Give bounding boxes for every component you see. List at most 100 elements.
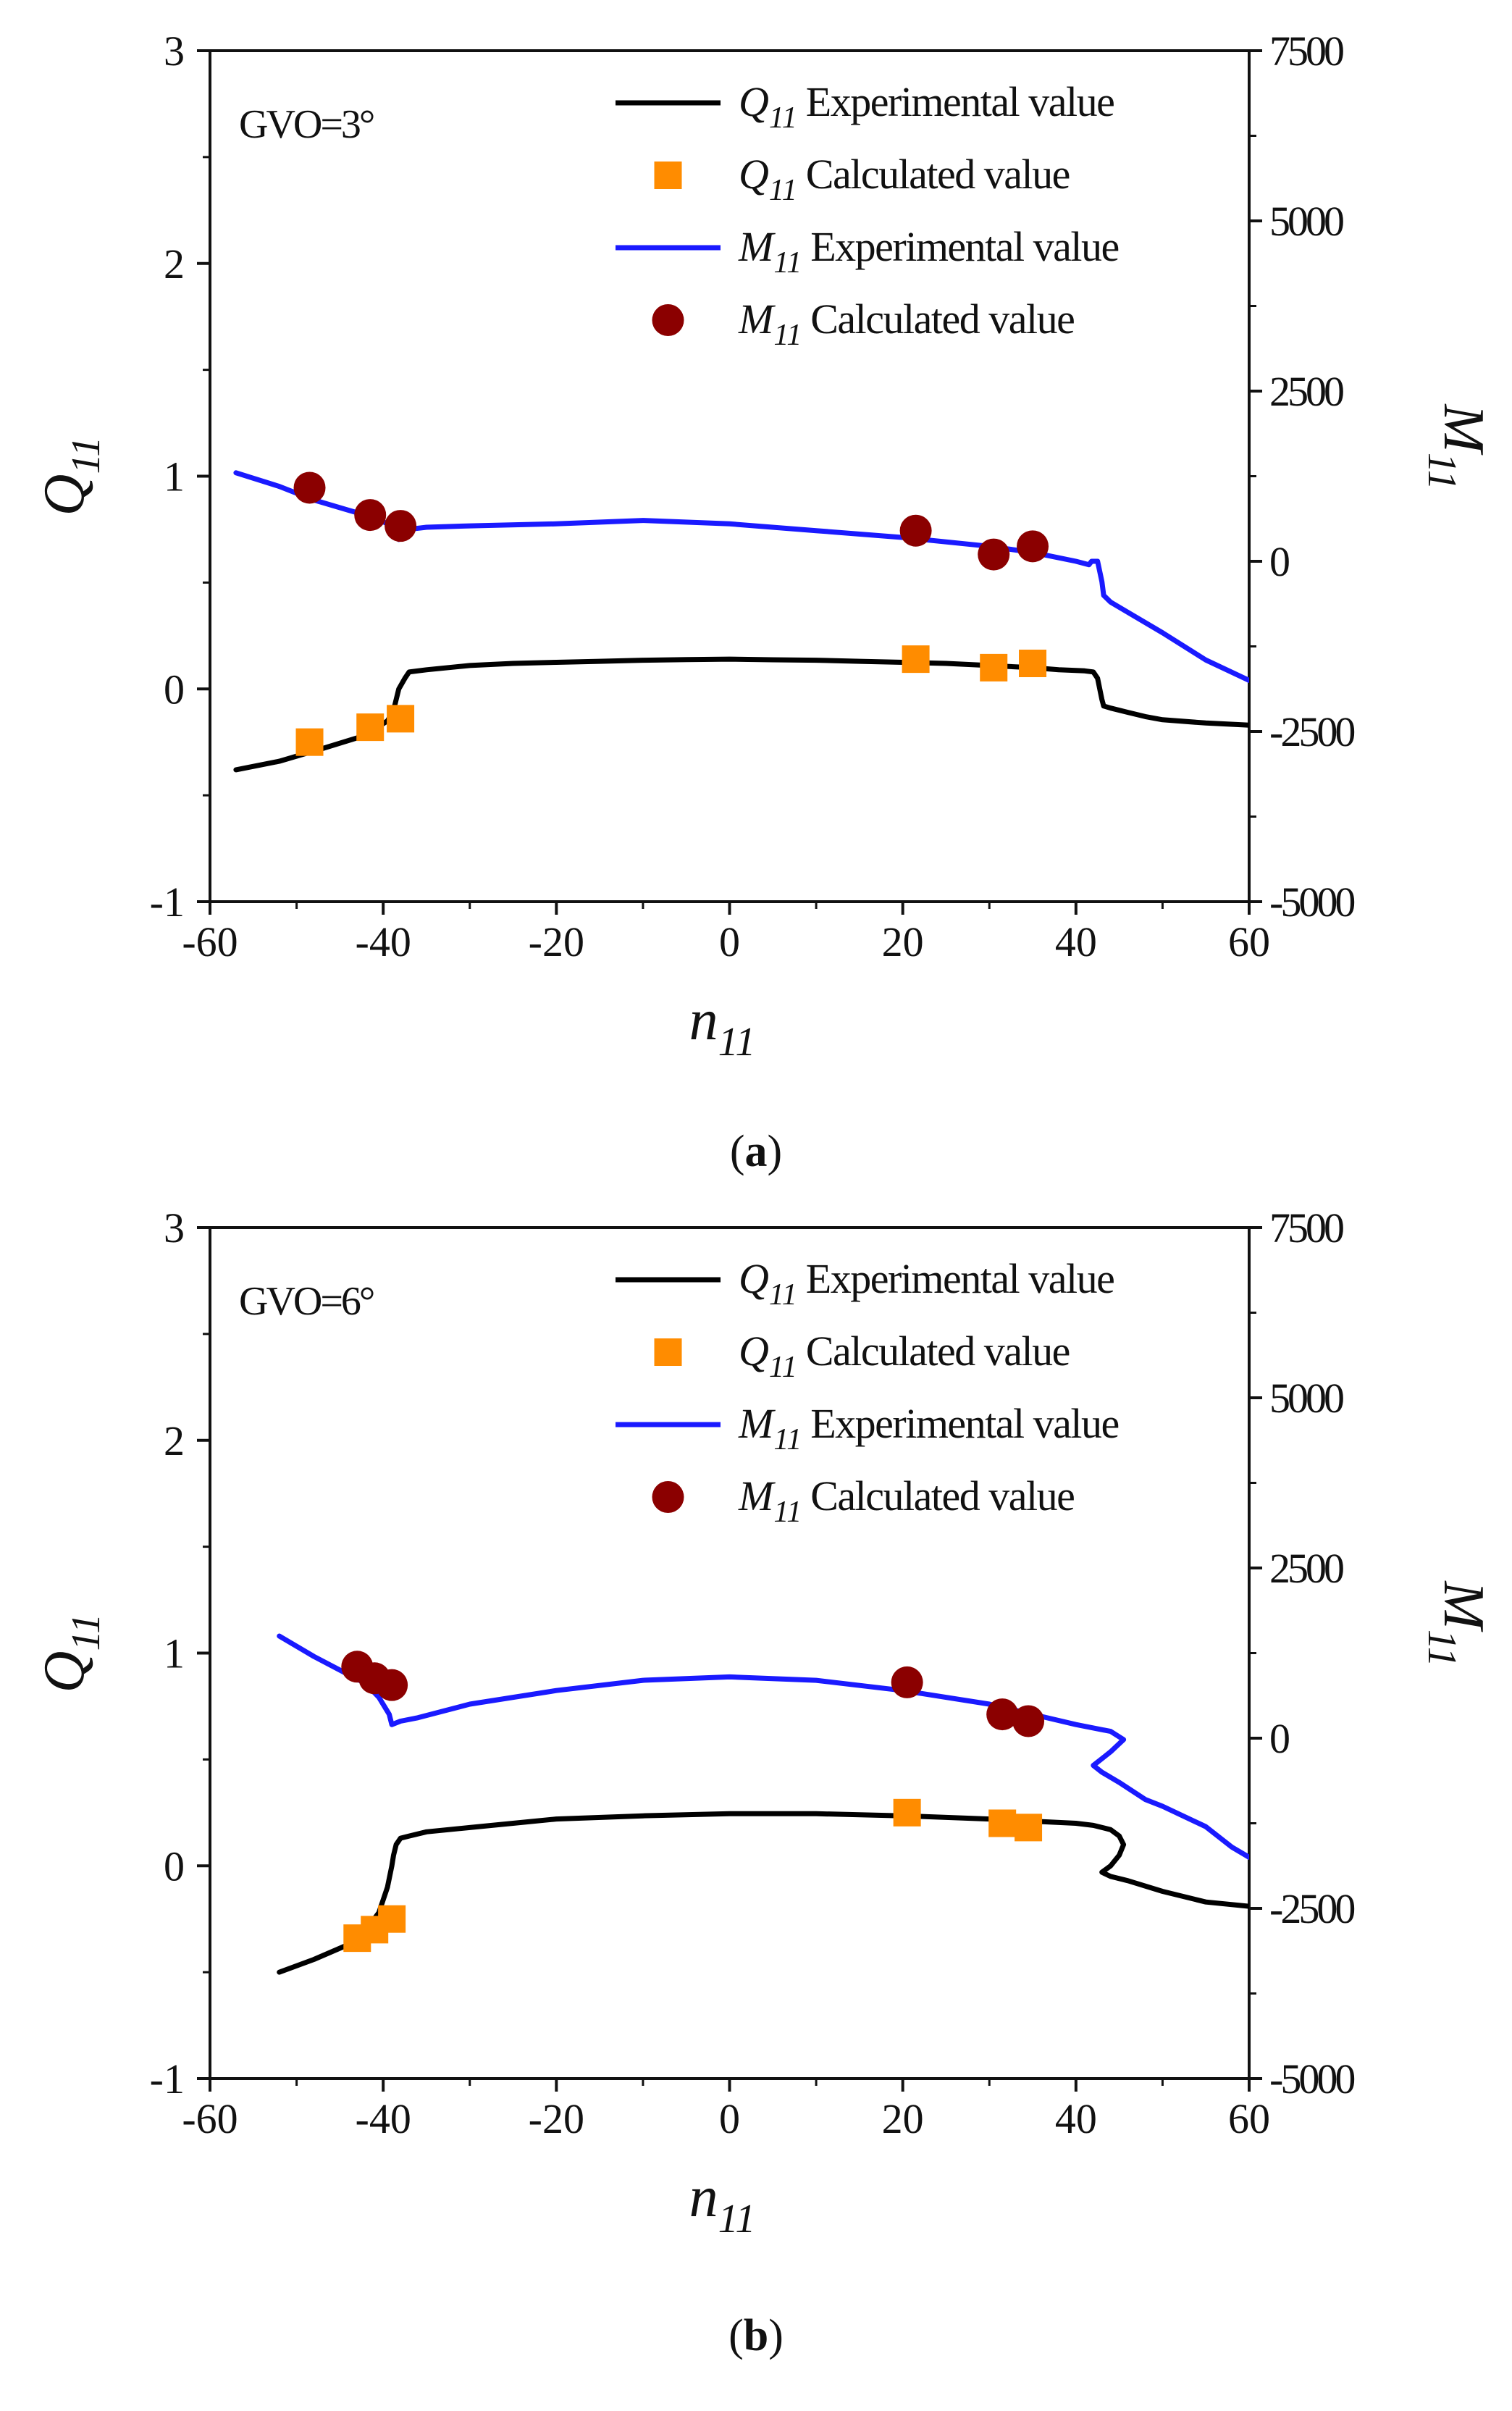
y-left-tick-label: 0 [164,1842,185,1890]
y-right-tick-label: 7500 [1269,1204,1343,1251]
legend-label: Calculated value [810,1472,1074,1519]
y-left-axis-title-sub: 11 [64,437,109,474]
legend-symbol-sub: 11 [773,319,802,352]
series-line-m11-line [233,470,1249,683]
y-right-axis-title: M11 [1419,403,1495,490]
y-right-tick-label: 5000 [1269,1375,1343,1422]
y-right-axis-title-sub: 11 [1419,1630,1464,1667]
y-left-tick-label: 3 [164,1204,185,1251]
panel-label-letter: b [744,2311,768,2360]
marker-circle-m11-scatter [978,538,1010,571]
legend-label: Experimental value [810,223,1119,270]
legend-symbol: M [738,223,776,270]
legend-entry: M11 Calculated value [738,295,1074,352]
legend-label: Experimental value [806,78,1114,125]
x-tick-label: 40 [1055,918,1097,965]
legend-entry: M11 Experimental value [738,1400,1119,1456]
legend-symbol-sub: 11 [769,174,797,207]
x-tick-label: 20 [882,2095,924,2142]
x-axis-title-sub: 11 [718,2197,756,2242]
marker-circle-m11-scatter [1017,530,1049,563]
legend-label: Calculated value [806,1328,1070,1375]
x-tick-label: -40 [356,918,411,965]
panel-label: (b) [728,2311,784,2360]
legend-symbol: Q [739,78,769,125]
x-axis-title: n11 [689,989,756,1065]
series-line-q11-line [277,1811,1249,1975]
y-right-tick-label: -2500 [1269,1885,1354,1932]
legend-entry: Q11 Calculated value [739,1328,1070,1384]
y-right-axis-title-sub: 11 [1419,453,1464,490]
legend-label: Experimental value [806,1255,1114,1302]
legend-symbol: Q [739,1255,769,1302]
marker-circle-m11-scatter [891,1666,923,1698]
legend-label: Calculated value [806,151,1070,198]
panel-label-open: ( [730,1127,745,1176]
plot-frame [209,49,1251,903]
x-axis-title: n11 [689,2165,756,2242]
y-left-axis-title-main: Q [33,1651,96,1693]
x-tick-label: -20 [529,918,584,965]
marker-square-q11-scatter [295,728,324,756]
legend-entry: M11 Calculated value [738,1472,1074,1529]
y-right-tick-label: 0 [1269,538,1289,585]
legend-symbol-sub: 11 [773,1496,802,1529]
y-left-tick-label: 1 [164,453,185,500]
gvo-annotation: GVO=3° [239,102,374,147]
marker-circle-m11-scatter [1012,1705,1045,1737]
marker-square-q11-scatter [378,1905,406,1933]
legend-entry: Q11 Experimental value [739,78,1114,135]
y-right-axis-title-main: M [1432,1580,1495,1632]
legend-entry: M11 Experimental value [738,223,1119,280]
legend-symbol-sub: 11 [769,101,797,135]
data-layer [233,470,1249,773]
y-left-tick-label: 2 [164,1417,185,1464]
legend-symbol-sub: 11 [769,1351,797,1384]
legend-symbol: M [738,1472,776,1519]
y-left-tick-label: -1 [150,879,185,926]
y-left-tick-label: 2 [164,240,185,288]
chart-panel-a: -60 -40 -20 0 20 40 60 -1 0 1 2 3 -5000 -2500 0 2500 500… [33,28,1495,1176]
x-tick-label: 0 [719,918,740,965]
y-right-tick-label: 2500 [1269,368,1343,415]
y-left-axis-title-main: Q [33,474,96,516]
legend-symbol: Q [739,151,769,198]
y-right-tick-label: 7500 [1269,28,1343,75]
x-tick-label: 60 [1228,2095,1270,2142]
data-layer [277,1633,1249,1975]
x-tick-label: -20 [529,2095,584,2142]
legend-entry: Q11 Experimental value [739,1255,1114,1312]
panel-label: (a) [730,1127,782,1176]
y-left-tick-label: 1 [164,1630,185,1677]
y-left-tick-label: -1 [150,2055,185,2102]
legend-symbol: M [738,1400,776,1447]
marker-square-q11-scatter [980,653,1008,682]
panel-label-close: ) [768,2311,784,2360]
y-left-tick-label: 3 [164,28,185,75]
legend-entry: Q11 Calculated value [739,151,1070,207]
y-right-tick-label: -5000 [1269,2055,1354,2102]
marker-circle-m11-scatter [293,471,326,504]
legend-symbol: Q [739,1328,769,1375]
marker-square-q11-scatter [1015,1814,1043,1842]
legend-label: Experimental value [810,1400,1119,1447]
marker-circle-m11-scatter [986,1698,1019,1731]
x-tick-label: 20 [882,918,924,965]
gvo-annotation: GVO=6° [239,1279,374,1324]
y-left-tick-label: 0 [164,666,185,713]
legend-swatch-square [654,1338,682,1366]
chart-panel-b: -60 -40 -20 0 20 40 60 -1 0 1 2 3 -5000 -2500 0 2500 500… [33,1204,1495,2360]
x-tick-label: -60 [182,918,238,965]
legend-label: Calculated value [810,295,1074,343]
panel-label-close: ) [768,1127,783,1176]
x-tick-label: -60 [182,2095,238,2142]
y-right-tick-label: 5000 [1269,198,1343,245]
panel-label-letter: a [745,1127,768,1176]
marker-circle-m11-scatter [899,514,932,547]
legend-swatch-circle [652,304,684,336]
y-right-tick-label: -2500 [1269,708,1354,755]
y-right-axis-title-main: M [1432,403,1495,456]
y-left-axis-title: Q11 [33,1614,109,1693]
